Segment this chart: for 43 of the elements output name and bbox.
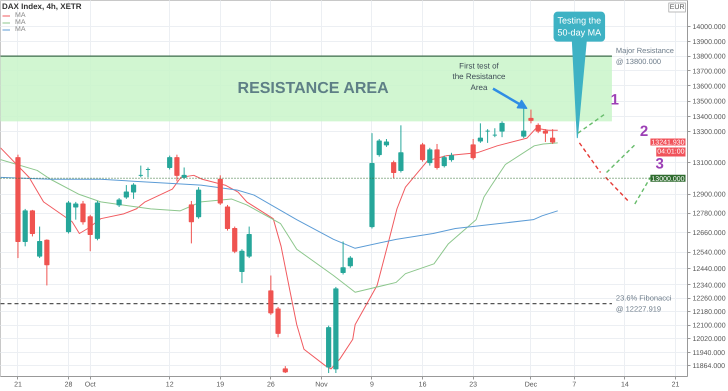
candlestick [30, 209, 36, 237]
candlestick [88, 214, 93, 252]
candlestick [130, 182, 136, 200]
candlestick [528, 109, 534, 124]
candlestick [239, 248, 245, 284]
chart-title: DAX Index, 4h, XETR [2, 2, 82, 11]
candlestick [80, 200, 86, 226]
series-label: 1 [610, 92, 619, 109]
candlestick [218, 174, 223, 206]
candlestick [340, 240, 346, 276]
candlestick [376, 138, 382, 158]
series-label: 2 [640, 122, 648, 140]
band-label: RESISTANCE AREA [238, 80, 390, 98]
candlestick [550, 128, 556, 144]
candlestick [268, 275, 274, 316]
candlestick [37, 226, 42, 259]
candlestick [188, 200, 194, 244]
candlestick [536, 122, 541, 134]
candlestick [434, 143, 440, 170]
candlestick [470, 138, 476, 160]
candlestick [478, 122, 483, 144]
candlestick [348, 256, 353, 268]
candlestick [398, 124, 404, 173]
line-series [0, 176, 558, 249]
candlestick [174, 154, 180, 182]
annotation: First test of the Resistance Area [452, 61, 506, 92]
series-label: 3 [655, 155, 664, 172]
candlestick [167, 155, 172, 170]
line-series [0, 128, 558, 370]
candlestick [442, 155, 447, 168]
candlestick [420, 142, 426, 162]
candlestick [521, 108, 526, 139]
line-series [0, 142, 558, 293]
candlestick [224, 204, 230, 232]
annotation: Testing the 50-day MA [558, 16, 602, 38]
candlestick [246, 226, 252, 259]
candlestick [391, 160, 396, 179]
candlestick [124, 184, 129, 200]
candlestick [499, 120, 505, 138]
candlestick [427, 147, 432, 166]
candlestick [73, 201, 78, 220]
candlestick [542, 128, 548, 142]
candlestick [232, 226, 238, 254]
